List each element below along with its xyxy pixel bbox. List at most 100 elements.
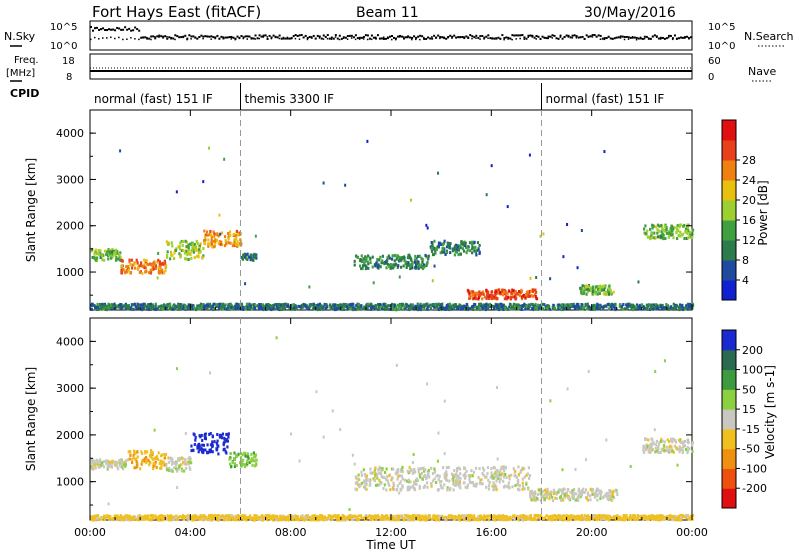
heatmap-cell — [232, 461, 234, 464]
heatmap-cell — [107, 464, 109, 467]
heatmap-cell — [247, 461, 249, 464]
nsky-point — [293, 35, 295, 37]
nsky-point — [678, 37, 680, 39]
nsky-point — [190, 35, 192, 37]
nsky-point — [176, 35, 178, 37]
heatmap-cell — [499, 291, 501, 294]
heatmap-cell — [426, 261, 428, 264]
heatmap-cell — [485, 475, 487, 478]
heatmap-cell — [578, 488, 580, 491]
nsky-point — [160, 35, 162, 37]
nsky-point — [509, 38, 511, 40]
nsky-point — [261, 36, 263, 38]
nsearch-point — [672, 39, 674, 41]
heatmap-cell — [605, 291, 607, 294]
heatmap-cell — [505, 476, 507, 479]
nsky-point — [574, 34, 576, 36]
nsky-point — [148, 38, 150, 40]
heatmap-cell — [438, 303, 440, 306]
heatmap-cell — [119, 256, 121, 259]
heatmap-cell — [527, 290, 529, 293]
nsky-point — [566, 34, 568, 36]
nsearch-point — [656, 37, 658, 39]
heatmap-cell — [556, 497, 558, 500]
heatmap-cell — [153, 267, 155, 270]
heatmap-cell — [103, 465, 105, 468]
noise-cell — [637, 280, 639, 283]
nsearch-point — [620, 37, 622, 39]
heatmap-cell — [564, 303, 566, 306]
noise-cell — [219, 233, 221, 236]
heatmap-cell — [366, 474, 368, 477]
heatmap-cell — [533, 498, 535, 501]
heatmap-cell — [414, 261, 416, 264]
heatmap-cell — [448, 466, 450, 469]
heatmap-cell — [600, 490, 602, 493]
heatmap-cell — [408, 254, 410, 257]
heatmap-cell — [96, 459, 98, 462]
nsky-point — [289, 38, 291, 40]
heatmap-cell — [449, 303, 451, 306]
nsky-point — [636, 37, 638, 39]
nsky-point — [321, 38, 323, 40]
heatmap-cell — [223, 442, 225, 445]
freq-unit: [MHz] — [6, 68, 35, 79]
heatmap-cell — [349, 308, 351, 311]
heatmap-cell — [614, 308, 616, 311]
heatmap-cell — [666, 228, 668, 231]
heatmap-cell — [381, 259, 383, 262]
nsky-point — [323, 34, 325, 36]
heatmap-cell — [663, 229, 665, 232]
heatmap-cell — [171, 244, 173, 247]
heatmap-cell — [135, 457, 137, 460]
heatmap-cell — [110, 304, 112, 307]
heatmap-cell — [514, 470, 516, 473]
colorbar-tick-label: 16 — [742, 214, 756, 227]
heatmap-cell — [397, 468, 399, 471]
heatmap-cell — [205, 437, 207, 440]
heatmap-cell — [188, 246, 190, 249]
heatmap-cell — [542, 490, 544, 493]
heatmap-cell — [442, 243, 444, 246]
nsky-point — [253, 38, 255, 40]
noise-cell — [437, 172, 439, 175]
heatmap-cell — [531, 307, 533, 310]
noise-cell — [244, 282, 246, 285]
nsky-point — [598, 34, 600, 36]
nsky-point — [389, 36, 391, 38]
heatmap-cell — [672, 450, 674, 453]
heatmap-cell — [454, 253, 456, 256]
heatmap-cell — [454, 517, 456, 520]
heatmap-cell — [182, 307, 184, 310]
heatmap-cell — [365, 267, 367, 270]
date-label: 30/May/2016 — [584, 5, 676, 21]
heatmap-cell — [677, 229, 679, 232]
heatmap-cell — [134, 267, 136, 270]
heatmap-cell — [95, 249, 97, 252]
nsearch-point — [295, 38, 297, 40]
heatmap-cell — [660, 440, 662, 443]
nsky-point — [357, 37, 359, 39]
nsearch-point — [596, 36, 598, 38]
noise-cell — [410, 199, 412, 202]
nsearch-point — [507, 38, 509, 40]
heatmap-cell — [674, 439, 676, 442]
heatmap-cell — [449, 488, 451, 491]
heatmap-cell — [380, 482, 382, 485]
heatmap-cell — [585, 285, 587, 288]
heatmap-cell — [449, 251, 451, 254]
heatmap-cell — [140, 303, 142, 306]
nsky-point — [682, 37, 684, 39]
heatmap-cell — [590, 488, 592, 491]
heatmap-cell — [675, 226, 677, 229]
heatmap-cell — [601, 285, 603, 288]
heatmap-cell — [431, 243, 433, 246]
nsky-point — [479, 35, 481, 37]
heatmap-cell — [678, 450, 680, 453]
heatmap-cell — [134, 466, 136, 469]
heatmap-cell — [423, 265, 425, 268]
heatmap-cell — [329, 305, 331, 308]
heatmap-cell — [467, 290, 469, 293]
nsky-point — [521, 34, 523, 36]
heatmap-cell — [169, 303, 171, 306]
